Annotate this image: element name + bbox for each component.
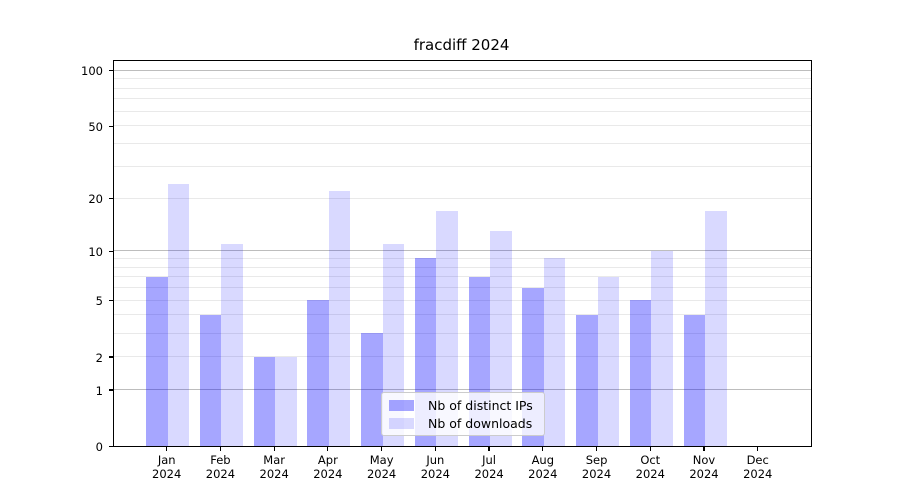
- bar-distinct-ips-oct: [629, 300, 652, 446]
- bar-downloads-sep: [597, 276, 620, 446]
- y-tick-mark: [109, 445, 113, 448]
- x-tick-mark: [703, 446, 705, 452]
- bar-distinct-ips-may: [361, 333, 383, 446]
- minor-gridline: [114, 165, 811, 167]
- x-tick-mark: [434, 446, 436, 452]
- bar-downloads-jan: [167, 183, 190, 446]
- x-tick-mark: [595, 446, 598, 452]
- minor-gridline: [114, 197, 811, 199]
- x-tick-label: May 2024: [366, 453, 397, 481]
- x-tick-label: Jan 2024: [152, 453, 182, 481]
- y-tick-label: 0: [95, 440, 103, 454]
- legend-label-downloads: Nb of downloads: [428, 415, 533, 431]
- y-tick-mark: [109, 356, 113, 358]
- y-tick-label: 50: [88, 119, 103, 134]
- bar-distinct-ips-sep: [576, 314, 598, 446]
- x-tick-label: Sep 2024: [581, 453, 612, 481]
- x-tick-label: Oct 2024: [635, 453, 665, 481]
- minor-gridline: [114, 266, 811, 268]
- y-tick-mark: [109, 389, 113, 391]
- x-tick-mark: [381, 446, 383, 452]
- x-tick-label: Dec 2024: [743, 453, 773, 481]
- bar-distinct-ips-nov: [683, 314, 705, 446]
- x-tick-mark: [542, 446, 544, 452]
- y-tick-mark: [109, 250, 113, 252]
- minor-gridline: [114, 276, 811, 278]
- minor-gridline: [114, 332, 811, 334]
- y-tick-label: 20: [88, 192, 103, 207]
- bar-downloads-jun: [436, 210, 458, 446]
- bar-downloads-oct: [651, 250, 673, 446]
- y-tick-label: 100: [81, 64, 103, 79]
- y-tick-mark: [109, 125, 113, 127]
- x-tick-label: Feb 2024: [205, 453, 236, 481]
- minor-gridline: [114, 143, 811, 145]
- bar-downloads-feb: [221, 243, 243, 446]
- x-tick-mark: [219, 446, 222, 452]
- x-tick-mark: [488, 446, 490, 452]
- major-gridline: [114, 69, 811, 71]
- bar-downloads-aug: [543, 258, 566, 446]
- y-tick-label: 2: [95, 350, 103, 365]
- plot-area: Nb of distinct IPs Nb of downloads: [113, 60, 812, 447]
- bar-distinct-ips-jan: [146, 276, 168, 446]
- x-tick-label: Apr 2024: [313, 453, 343, 481]
- y-tick-mark: [109, 197, 113, 200]
- legend-label-distinct-ips: Nb of distinct IPs: [428, 397, 533, 413]
- legend: Nb of distinct IPs Nb of downloads: [381, 392, 545, 436]
- x-tick-mark: [649, 446, 651, 452]
- minor-gridline: [114, 125, 811, 127]
- y-tick-label: 10: [88, 244, 103, 259]
- minor-gridline: [114, 98, 811, 100]
- x-tick-label: Nov 2024: [689, 453, 719, 481]
- minor-gridline: [114, 299, 811, 301]
- x-tick-label: Aug 2024: [528, 453, 558, 481]
- minor-gridline: [114, 287, 811, 289]
- chart-title: fracdiff 2024: [413, 36, 510, 54]
- x-tick-label: Jul 2024: [474, 453, 504, 481]
- minor-gridline: [114, 110, 811, 112]
- legend-item-downloads: Nb of downloads: [389, 416, 537, 431]
- x-tick-mark: [166, 446, 168, 452]
- x-tick-mark: [757, 446, 759, 452]
- bar-downloads-mar: [275, 356, 297, 446]
- y-tick-mark: [109, 299, 113, 302]
- minor-gridline: [114, 314, 811, 316]
- x-tick-mark: [327, 446, 329, 452]
- legend-swatch-distinct-ips: [389, 399, 414, 411]
- legend-swatch-downloads: [389, 417, 414, 429]
- minor-gridline: [114, 257, 811, 259]
- minor-gridline: [114, 78, 811, 80]
- y-tick-label: 5: [95, 294, 103, 309]
- x-tick-mark: [273, 446, 275, 452]
- legend-item-distinct-ips: Nb of distinct IPs: [389, 398, 537, 413]
- minor-gridline: [114, 87, 811, 89]
- major-gridline: [114, 389, 811, 391]
- y-tick-mark: [109, 70, 113, 72]
- x-tick-label: Jun 2024: [420, 453, 450, 481]
- bar-downloads-apr: [328, 190, 351, 446]
- bar-distinct-ips-mar: [253, 356, 276, 446]
- major-gridline: [114, 250, 811, 252]
- bar-distinct-ips-feb: [199, 314, 222, 446]
- y-tick-label: 1: [95, 383, 103, 398]
- minor-gridline: [114, 356, 811, 358]
- bar-downloads-nov: [705, 210, 727, 446]
- x-tick-label: Mar 2024: [259, 453, 289, 481]
- bar-distinct-ips-apr: [307, 300, 329, 446]
